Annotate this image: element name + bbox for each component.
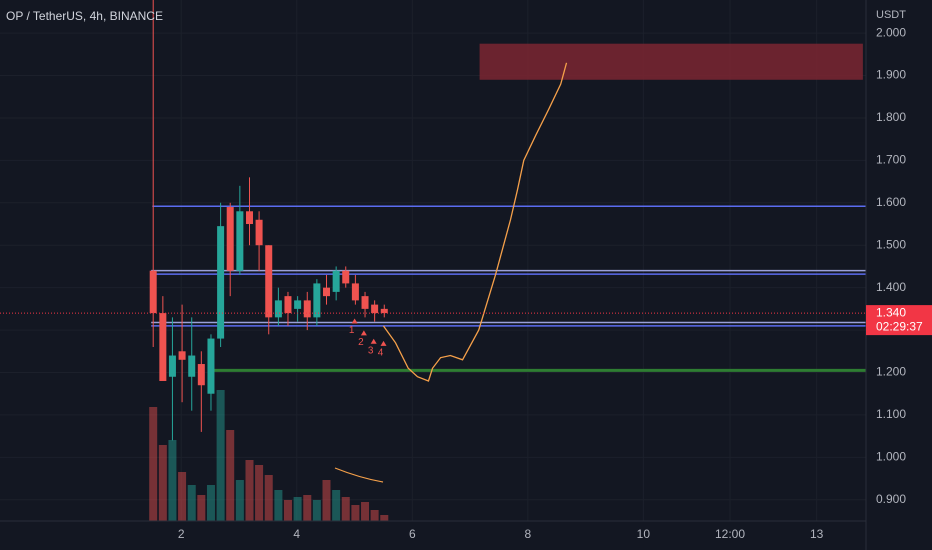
candle-body bbox=[294, 300, 302, 309]
candle-body bbox=[323, 287, 331, 297]
volume-bar bbox=[380, 515, 389, 521]
countdown-label: 02:29:37 bbox=[876, 319, 923, 333]
x-tick-label: 13 bbox=[810, 527, 824, 541]
candle-body bbox=[380, 308, 388, 314]
y-axis-label: USDT bbox=[876, 9, 906, 21]
volume-trend-drawing bbox=[334, 467, 384, 483]
volume-bar bbox=[283, 500, 292, 521]
candle-body bbox=[265, 245, 273, 318]
y-tick-label: 2.000 bbox=[876, 25, 906, 39]
candle-body bbox=[361, 296, 369, 309]
y-tick-label: 1.900 bbox=[876, 68, 906, 82]
candle-body bbox=[178, 351, 186, 360]
candle-body bbox=[313, 283, 321, 318]
candle-body bbox=[245, 211, 253, 225]
volume-bar bbox=[274, 490, 283, 521]
x-tick-label: 6 bbox=[409, 527, 416, 541]
volume-bar bbox=[197, 495, 206, 521]
y-tick-label: 1.800 bbox=[876, 110, 906, 124]
y-tick-label: 0.900 bbox=[876, 492, 906, 506]
candle-body bbox=[226, 207, 234, 271]
annotation-label: 2 bbox=[358, 337, 364, 348]
candle-body bbox=[207, 338, 215, 394]
annotation-marker bbox=[351, 318, 358, 324]
volume-bar bbox=[341, 497, 350, 521]
y-tick-label: 1.700 bbox=[876, 153, 906, 167]
volume-bar bbox=[149, 407, 158, 521]
y-tick-label: 1.500 bbox=[876, 237, 906, 251]
volume-bar bbox=[158, 445, 167, 521]
volume-bar bbox=[332, 490, 341, 521]
annotation-label: 4 bbox=[378, 348, 384, 359]
y-tick-label: 1.200 bbox=[876, 365, 906, 379]
annotation-label: 1 bbox=[349, 325, 355, 336]
volume-bar bbox=[293, 497, 302, 521]
y-tick-label: 1.000 bbox=[876, 450, 906, 464]
y-tick-label: 1.600 bbox=[876, 195, 906, 209]
x-tick-label: 2 bbox=[178, 527, 185, 541]
volume-bar bbox=[322, 480, 331, 521]
y-tick-label: 1.400 bbox=[876, 280, 906, 294]
volume-bar bbox=[255, 465, 264, 521]
annotation-marker bbox=[360, 330, 367, 336]
axes: 0.9001.0001.1001.2001.3001.4001.5001.600… bbox=[178, 25, 932, 541]
candle-body bbox=[303, 300, 311, 318]
annotation-marker bbox=[380, 340, 387, 346]
target-zone bbox=[479, 43, 863, 80]
volume-bar bbox=[264, 475, 273, 521]
x-tick-label: 8 bbox=[524, 527, 531, 541]
volume-bar bbox=[226, 430, 235, 521]
x-tick-label: 10 bbox=[637, 527, 651, 541]
volume-bar bbox=[168, 440, 177, 521]
candle-body bbox=[351, 283, 359, 301]
candle-body bbox=[284, 296, 292, 314]
last-price-box bbox=[866, 305, 932, 336]
volume-bar bbox=[206, 485, 215, 521]
volume-bar bbox=[245, 460, 254, 521]
candle-body bbox=[342, 270, 350, 284]
candle-body bbox=[371, 304, 379, 314]
volume-bar bbox=[370, 510, 379, 521]
candle-body bbox=[236, 211, 244, 271]
volume-bar bbox=[235, 480, 244, 521]
candle-body bbox=[332, 270, 340, 292]
x-tick-label: 12:00 bbox=[715, 527, 745, 541]
candle-body bbox=[188, 355, 196, 377]
candle-body bbox=[217, 226, 225, 339]
volume-bar bbox=[351, 505, 360, 521]
volume-bar bbox=[187, 485, 196, 521]
projection-line bbox=[382, 62, 568, 382]
candle-body bbox=[197, 364, 205, 386]
volume-bar bbox=[216, 390, 225, 521]
chart-title: OP / TetherUS, 4h, BINANCE bbox=[6, 9, 163, 23]
x-tick-label: 4 bbox=[293, 527, 300, 541]
grid bbox=[0, 0, 866, 521]
candle-body bbox=[274, 300, 282, 318]
plot-area: 123 4 bbox=[0, 0, 866, 521]
annotation-label: 3 bbox=[368, 345, 374, 356]
volume-bar bbox=[312, 500, 321, 521]
candle-body bbox=[255, 219, 263, 246]
y-tick-label: 1.100 bbox=[876, 407, 906, 421]
volume-bar bbox=[178, 472, 187, 521]
volume-bar bbox=[361, 502, 370, 521]
last-price-label: 1.340 bbox=[876, 305, 906, 319]
candle-body bbox=[159, 313, 167, 381]
annotation-marker bbox=[370, 338, 377, 344]
volume-bar bbox=[303, 495, 312, 521]
candle-body bbox=[149, 270, 157, 314]
candle-body bbox=[168, 355, 176, 377]
